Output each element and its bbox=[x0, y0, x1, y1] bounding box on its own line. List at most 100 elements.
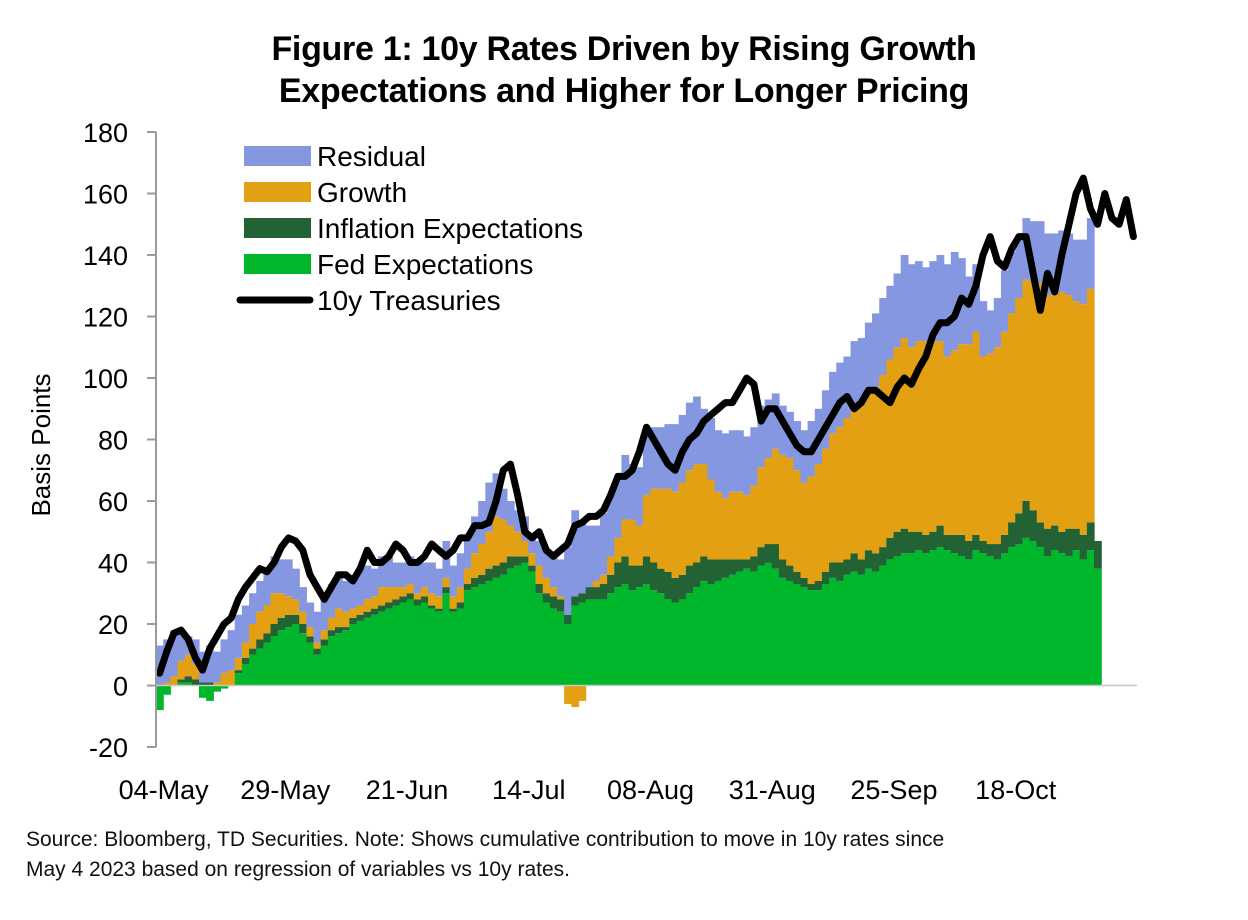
bar-inflation-expectations bbox=[650, 562, 658, 591]
bar-growth bbox=[499, 519, 508, 563]
bar-residual bbox=[220, 639, 229, 674]
bar-inflation-expectations bbox=[420, 596, 429, 603]
bar-inflation-expectations bbox=[714, 559, 723, 581]
bar-growth bbox=[793, 470, 802, 572]
bar-inflation-expectations bbox=[184, 676, 193, 683]
bar-inflation-expectations bbox=[585, 587, 594, 600]
bar-inflation-expectations bbox=[342, 627, 350, 631]
bar-residual bbox=[349, 574, 358, 609]
y-tick-label: 40 bbox=[98, 549, 128, 579]
bar-fed-expectations bbox=[385, 608, 393, 686]
bar-inflation-expectations bbox=[821, 571, 830, 585]
bar-fed-expectations bbox=[542, 602, 551, 686]
bar-inflation-expectations bbox=[879, 547, 887, 566]
legend-swatch bbox=[244, 254, 311, 274]
bar-residual bbox=[277, 559, 286, 594]
legend-item-fed-expectations: Fed Expectations bbox=[244, 249, 533, 280]
bar-fed-expectations bbox=[922, 553, 930, 686]
bar-inflation-expectations bbox=[599, 584, 608, 600]
bar-fed-expectations bbox=[377, 611, 386, 686]
bar-inflation-expectations bbox=[1051, 525, 1059, 551]
axes-layer: 180 160 140 120 100 80 60 40 20 0 -20 04-May 29-May 2… bbox=[83, 118, 1137, 805]
bar-residual bbox=[377, 556, 386, 588]
bar-residual bbox=[514, 510, 522, 532]
bar-growth bbox=[292, 599, 300, 615]
bar-inflation-expectations bbox=[471, 577, 479, 588]
bar-residual bbox=[564, 547, 572, 615]
bar-inflation-expectations bbox=[786, 565, 794, 581]
bar-fed-expectations bbox=[929, 550, 938, 686]
bar-fed-expectations bbox=[163, 685, 171, 695]
bar-inflation-expectations bbox=[363, 611, 372, 618]
bar-inflation-expectations bbox=[1022, 501, 1031, 538]
bar-fed-expectations bbox=[664, 599, 673, 686]
bar-growth bbox=[313, 642, 322, 649]
legend-swatch bbox=[244, 182, 311, 202]
bar-residual bbox=[986, 310, 995, 354]
bar-growth bbox=[406, 584, 415, 594]
bar-residual bbox=[385, 556, 393, 588]
bar-growth bbox=[263, 605, 272, 634]
y-axis-title: Basis Points bbox=[26, 373, 56, 516]
bar-fed-expectations bbox=[342, 630, 350, 686]
legend-item-residual: Residual bbox=[244, 141, 426, 172]
bar-inflation-expectations bbox=[1072, 528, 1081, 551]
bar-inflation-expectations bbox=[478, 574, 486, 585]
bar-growth bbox=[270, 593, 279, 624]
bar-residual bbox=[872, 313, 880, 388]
bar-fed-expectations bbox=[800, 587, 809, 686]
bar-growth bbox=[370, 596, 379, 609]
bar-growth bbox=[306, 627, 315, 637]
bar-inflation-expectations bbox=[929, 531, 938, 551]
bar-growth bbox=[829, 433, 837, 563]
bar-inflation-expectations bbox=[499, 562, 508, 575]
bar-fed-expectations bbox=[506, 568, 515, 686]
bar-fed-expectations bbox=[184, 682, 193, 686]
bar-fed-expectations bbox=[900, 553, 909, 686]
legend-label: Fed Expectations bbox=[317, 249, 533, 280]
bar-growth bbox=[893, 347, 902, 532]
bar-inflation-expectations bbox=[1008, 522, 1016, 548]
bar-fed-expectations bbox=[249, 654, 257, 686]
bar-growth bbox=[478, 544, 486, 575]
bar-fed-expectations bbox=[556, 611, 565, 686]
legend-swatch bbox=[244, 146, 311, 166]
legend-label: Inflation Expectations bbox=[317, 213, 583, 244]
bar-inflation-expectations bbox=[556, 599, 565, 612]
y-tick-label: 20 bbox=[98, 610, 128, 640]
bar-growth bbox=[664, 488, 673, 572]
bar-residual bbox=[736, 430, 744, 492]
bar-growth bbox=[900, 338, 909, 529]
bar-fed-expectations bbox=[771, 568, 780, 686]
bar-inflation-expectations bbox=[793, 571, 802, 585]
x-tick-label: 18-Oct bbox=[975, 775, 1057, 805]
bar-growth bbox=[721, 497, 730, 560]
bar-growth bbox=[929, 341, 938, 532]
bar-inflation-expectations bbox=[1036, 522, 1045, 548]
bar-fed-expectations bbox=[428, 608, 436, 686]
bar-inflation-expectations bbox=[442, 587, 451, 594]
bar-fed-expectations bbox=[936, 547, 945, 686]
bar-inflation-expectations bbox=[943, 534, 952, 551]
bar-fed-expectations bbox=[864, 568, 873, 686]
bar-fed-expectations bbox=[306, 642, 315, 686]
bar-growth bbox=[657, 488, 665, 569]
bar-inflation-expectations bbox=[592, 587, 601, 600]
bar-inflation-expectations bbox=[800, 577, 809, 588]
bar-residual bbox=[1000, 270, 1009, 332]
bar-fed-expectations bbox=[292, 624, 300, 686]
y-tick-label: 120 bbox=[83, 303, 128, 333]
bar-residual bbox=[542, 550, 551, 578]
bar-residual bbox=[1015, 236, 1024, 299]
bar-residual bbox=[213, 651, 222, 683]
bar-fed-expectations bbox=[836, 580, 845, 686]
bar-fed-expectations bbox=[972, 550, 981, 686]
bar-fed-expectations bbox=[284, 627, 293, 686]
bar-residual bbox=[406, 556, 415, 585]
bar-inflation-expectations bbox=[814, 580, 823, 591]
bar-inflation-expectations bbox=[915, 531, 923, 551]
bar-growth bbox=[1008, 313, 1016, 523]
bar-growth bbox=[184, 654, 193, 677]
bar-growth bbox=[872, 387, 880, 554]
bar-residual bbox=[549, 556, 558, 588]
